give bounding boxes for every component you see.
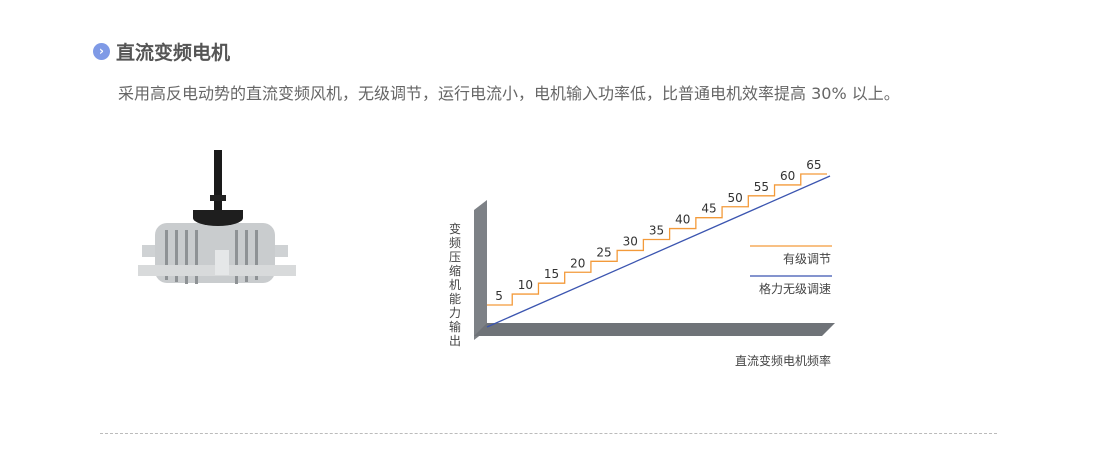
section-heading: › 直流变频电机 — [93, 38, 230, 65]
step-label: 5 — [495, 289, 503, 303]
step-label: 55 — [754, 180, 769, 194]
stepped-line — [487, 173, 827, 306]
step-label: 50 — [728, 191, 743, 205]
step-label: 20 — [570, 256, 585, 270]
step-label: 35 — [649, 224, 664, 238]
step-label: 45 — [701, 202, 716, 216]
chevron-right-circle-icon: › — [93, 43, 110, 60]
y-axis-label: 变频压缩机能力输出 — [449, 222, 462, 348]
legend-label-stepless: 格力无级调速 — [759, 281, 831, 296]
description: 采用高反电动势的直流变频风机，无级调节，运行电流小，电机输入功率低，比普通电机效… — [118, 84, 900, 103]
section-title: 直流变频电机 — [116, 42, 231, 64]
step-label: 30 — [623, 234, 638, 248]
x-axis-bar — [474, 323, 835, 336]
step-label: 15 — [544, 267, 559, 281]
step-label: 65 — [806, 158, 821, 172]
x-axis-label: 直流变频电机频率 — [735, 353, 831, 368]
step-label: 60 — [780, 169, 795, 183]
step-label: 25 — [596, 245, 611, 259]
stepless-line — [486, 175, 831, 328]
motor-image — [138, 150, 296, 284]
step-label: 40 — [675, 213, 690, 227]
y-axis-bar — [474, 200, 487, 340]
legend-label-stepped: 有级调节 — [783, 252, 831, 266]
divider — [100, 433, 997, 434]
step-label: 10 — [518, 278, 533, 292]
